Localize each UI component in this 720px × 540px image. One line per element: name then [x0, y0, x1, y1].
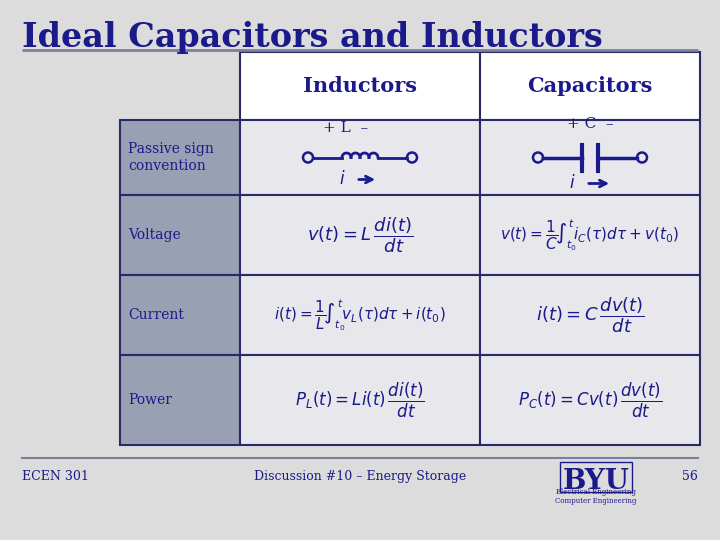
Bar: [480, 275, 700, 355]
Bar: [240, 275, 480, 355]
Bar: [240, 52, 480, 120]
Bar: [480, 120, 700, 195]
Bar: [120, 120, 240, 195]
Text: + C  –: + C –: [567, 118, 613, 132]
Bar: [480, 195, 700, 275]
Text: $v(t) = \dfrac{1}{C}\!\int_{t_0}^{t}\!i_C(\tau)d\tau + v(t_0)$: $v(t) = \dfrac{1}{C}\!\int_{t_0}^{t}\!i_…: [500, 218, 680, 253]
Text: Current: Current: [128, 308, 184, 322]
Text: 56: 56: [682, 470, 698, 483]
Text: Inductors: Inductors: [303, 76, 417, 96]
Text: Passive sign
convention: Passive sign convention: [128, 143, 214, 173]
Bar: [480, 52, 700, 120]
Text: Power: Power: [128, 393, 172, 407]
Text: $v(t) = L\,\dfrac{di(t)}{dt}$: $v(t) = L\,\dfrac{di(t)}{dt}$: [307, 215, 413, 255]
Text: $i$: $i$: [569, 174, 575, 192]
Text: $P_C(t) = Cv(t)\,\dfrac{dv(t)}{dt}$: $P_C(t) = Cv(t)\,\dfrac{dv(t)}{dt}$: [518, 380, 662, 420]
Text: Voltage: Voltage: [128, 228, 181, 242]
Text: $i$: $i$: [338, 171, 346, 188]
Text: ECEN 301: ECEN 301: [22, 470, 89, 483]
Text: $P_L(t) = Li(t)\,\dfrac{di(t)}{dt}$: $P_L(t) = Li(t)\,\dfrac{di(t)}{dt}$: [295, 380, 425, 420]
Text: + L  –: + L –: [323, 122, 369, 136]
Bar: [240, 120, 480, 195]
Text: Capacitors: Capacitors: [527, 76, 653, 96]
Bar: [240, 195, 480, 275]
Bar: [560, 462, 632, 492]
Text: Ideal Capacitors and Inductors: Ideal Capacitors and Inductors: [22, 21, 603, 54]
Text: BYU: BYU: [562, 468, 629, 495]
Text: $i(t) = \dfrac{1}{L}\!\int_{t_0}^{t}\!v_L(\tau)d\tau + i(t_0)$: $i(t) = \dfrac{1}{L}\!\int_{t_0}^{t}\!v_…: [274, 298, 446, 333]
Bar: [120, 275, 240, 355]
Text: Electrical Engineering
Computer Engineering: Electrical Engineering Computer Engineer…: [555, 488, 636, 505]
Text: $i(t) = C\,\dfrac{dv(t)}{dt}$: $i(t) = C\,\dfrac{dv(t)}{dt}$: [536, 295, 644, 335]
Bar: [120, 195, 240, 275]
Text: Discussion #10 – Energy Storage: Discussion #10 – Energy Storage: [254, 470, 466, 483]
Bar: [240, 355, 480, 445]
Bar: [480, 355, 700, 445]
Bar: [120, 355, 240, 445]
